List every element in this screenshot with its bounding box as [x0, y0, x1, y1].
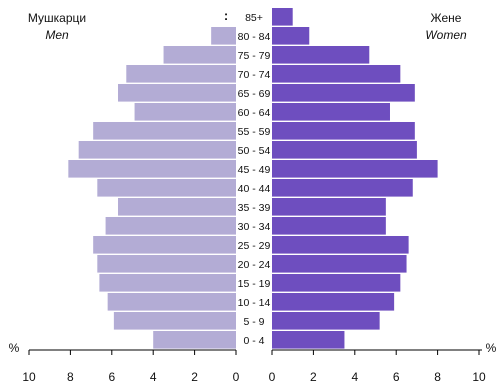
- left-unit-label: %: [9, 341, 20, 355]
- age-group-label: 45 - 49: [238, 164, 271, 176]
- age-group-label: 25 - 29: [238, 240, 271, 252]
- right-tick-label: 2: [310, 370, 317, 384]
- age-group-label: 60 - 64: [238, 107, 271, 119]
- women-bar: [272, 65, 401, 83]
- men-bar: [105, 217, 236, 235]
- left-tick-label: 4: [150, 370, 157, 384]
- age-group-label: 75 - 79: [238, 50, 271, 62]
- men-missing-marker: :: [224, 8, 228, 23]
- men-bar: [118, 84, 236, 102]
- age-group-label: 40 - 44: [238, 183, 271, 195]
- women-label-english: Women: [425, 28, 467, 42]
- men-bar: [163, 46, 236, 64]
- women-bar: [272, 198, 386, 216]
- age-group-label: 70 - 74: [238, 69, 271, 81]
- age-group-label: 50 - 54: [238, 145, 271, 157]
- men-bar: [93, 122, 236, 140]
- women-bar: [272, 293, 395, 311]
- women-bar: [272, 141, 417, 159]
- right-tick-label: 8: [434, 370, 441, 384]
- age-group-label: 65 - 69: [238, 88, 271, 100]
- men-bar: [78, 141, 237, 159]
- women-bar: [272, 84, 415, 102]
- age-group-label: 15 - 19: [238, 278, 271, 290]
- men-bar: [107, 293, 236, 311]
- women-bar: [272, 179, 413, 197]
- age-group-label: 80 - 84: [238, 31, 271, 43]
- women-bar: [272, 312, 380, 330]
- women-bar: [272, 217, 386, 235]
- age-labels: 85+ 80 - 84 75 - 79 70 - 74 65 - 69 60 - 64 55…: [238, 12, 271, 347]
- women-label: Жене: [431, 11, 462, 25]
- right-tick-label: 0: [269, 370, 276, 384]
- men-bar: [126, 65, 236, 83]
- right-tick-label: 6: [393, 370, 400, 384]
- men-bar: [68, 160, 236, 178]
- left-tick-label: 2: [191, 370, 198, 384]
- men-bar: [97, 255, 236, 273]
- right-tick-label: 10: [472, 370, 486, 384]
- men-bar: [113, 312, 236, 330]
- men-bar: [153, 331, 236, 349]
- men-bar: [99, 274, 236, 292]
- left-tick-label: 0: [233, 370, 240, 384]
- women-bar: [272, 103, 390, 121]
- age-group-label: 5 - 9: [243, 316, 264, 328]
- women-bar: [272, 46, 370, 64]
- women-bar: [272, 274, 401, 292]
- left-tick-label: 10: [22, 370, 36, 384]
- age-group-label: 20 - 24: [238, 259, 271, 271]
- age-group-label: 85+: [245, 12, 263, 24]
- women-bar: [272, 27, 310, 45]
- age-group-label: 10 - 14: [238, 297, 271, 309]
- women-bar: [272, 236, 409, 254]
- women-bar: [272, 8, 293, 26]
- age-group-label: 30 - 34: [238, 221, 271, 233]
- right-unit-label: %: [486, 341, 497, 355]
- left-x-ticks: 10 8 6 4 2 0: [22, 350, 240, 384]
- age-group-label: 35 - 39: [238, 202, 271, 214]
- men-bar: [134, 103, 236, 121]
- right-tick-label: 4: [351, 370, 358, 384]
- right-x-ticks: 0 2 4 6 8 10: [269, 350, 486, 384]
- men-bar: [97, 179, 236, 197]
- women-bars: [272, 8, 438, 349]
- men-bar: [93, 236, 236, 254]
- men-label: Мушкарци: [28, 11, 86, 25]
- men-label-english: Men: [45, 28, 69, 42]
- men-bar: [211, 27, 236, 45]
- men-bars: :: [68, 8, 237, 349]
- left-tick-label: 8: [67, 370, 74, 384]
- women-bar: [272, 331, 345, 349]
- age-group-label: 0 - 4: [243, 335, 264, 347]
- women-bar: [272, 122, 415, 140]
- women-bar: [272, 160, 438, 178]
- left-tick-label: 6: [108, 370, 115, 384]
- women-bar: [272, 255, 407, 273]
- age-group-label: 55 - 59: [238, 126, 271, 138]
- men-bar: [118, 198, 236, 216]
